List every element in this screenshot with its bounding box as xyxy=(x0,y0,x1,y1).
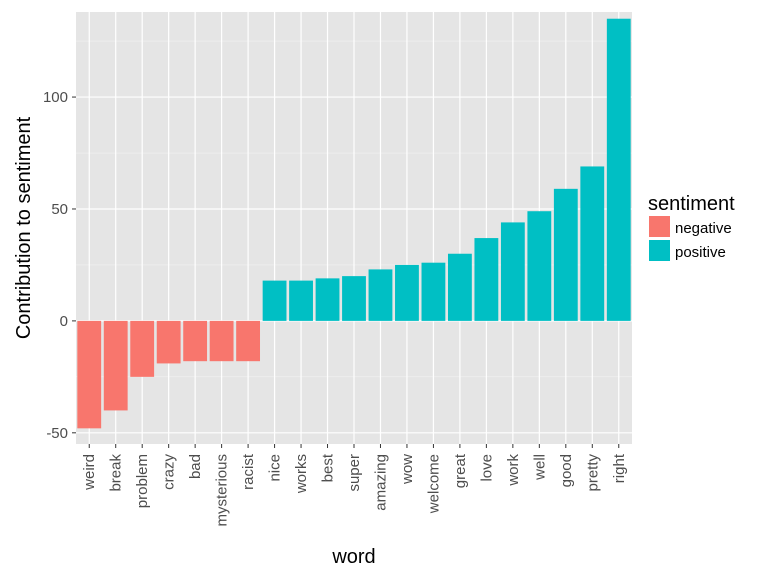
bar-well xyxy=(527,211,552,321)
legend-title: sentiment xyxy=(648,193,735,215)
bar-crazy xyxy=(156,320,181,364)
x-axis: weird break problem crazy bad mysterious racis… xyxy=(81,444,628,527)
x-tick-label: super xyxy=(346,454,363,492)
bars xyxy=(77,18,631,429)
bar-bad xyxy=(183,320,208,362)
x-tick-label: well xyxy=(531,454,548,481)
bar-nice xyxy=(262,280,287,321)
bar-break xyxy=(103,320,128,411)
legend-key-negative xyxy=(649,216,670,237)
x-tick-label: works xyxy=(293,454,310,494)
y-axis-title: Contribution to sentiment xyxy=(13,116,35,339)
x-tick-label: problem xyxy=(134,454,151,508)
x-tick-label: crazy xyxy=(161,454,178,490)
bar-love xyxy=(474,238,499,321)
y-axis: -50 0 50 100 xyxy=(43,89,76,442)
x-tick-label: amazing xyxy=(372,454,389,511)
bar-amazing xyxy=(368,269,393,321)
bar-good xyxy=(553,188,578,321)
bar-racist xyxy=(236,320,261,362)
x-tick-label: work xyxy=(505,454,522,487)
bar-great xyxy=(447,253,472,321)
legend-label-positive: positive xyxy=(675,244,726,261)
legend-label-negative: negative xyxy=(675,220,732,237)
x-tick-label: weird xyxy=(81,454,98,491)
x-tick-label: right xyxy=(611,453,628,483)
bar-right xyxy=(606,18,631,321)
x-axis-title: word xyxy=(331,546,375,568)
bar-pretty xyxy=(580,166,605,321)
x-tick-label: nice xyxy=(267,454,284,482)
x-tick-label: racist xyxy=(240,453,257,490)
y-tick-label: 100 xyxy=(43,89,68,106)
x-tick-label: bad xyxy=(187,454,204,479)
y-tick-label: -50 xyxy=(46,425,68,442)
bar-welcome xyxy=(421,262,446,321)
bar-works xyxy=(289,280,313,321)
legend: sentiment negative positive xyxy=(648,193,735,261)
bar-weird xyxy=(77,320,102,429)
x-tick-label: welcome xyxy=(425,454,442,514)
bar-super xyxy=(342,276,366,321)
x-tick-label: break xyxy=(108,454,125,492)
y-tick-label: 50 xyxy=(51,201,68,218)
legend-key-positive xyxy=(649,240,670,261)
bar-wow xyxy=(395,264,419,321)
bar-work xyxy=(500,222,525,321)
x-tick-label: mysterious xyxy=(214,454,231,527)
x-tick-label: great xyxy=(452,453,469,488)
x-tick-label: love xyxy=(478,454,495,482)
x-tick-label: best xyxy=(320,453,337,482)
bar-problem xyxy=(130,320,155,377)
bar-mysterious xyxy=(209,320,234,362)
x-tick-label: good xyxy=(558,454,575,487)
x-tick-label: pretty xyxy=(584,454,601,492)
bar-best xyxy=(315,278,340,321)
x-tick-label: wow xyxy=(399,454,416,485)
y-tick-label: 0 xyxy=(60,313,68,330)
